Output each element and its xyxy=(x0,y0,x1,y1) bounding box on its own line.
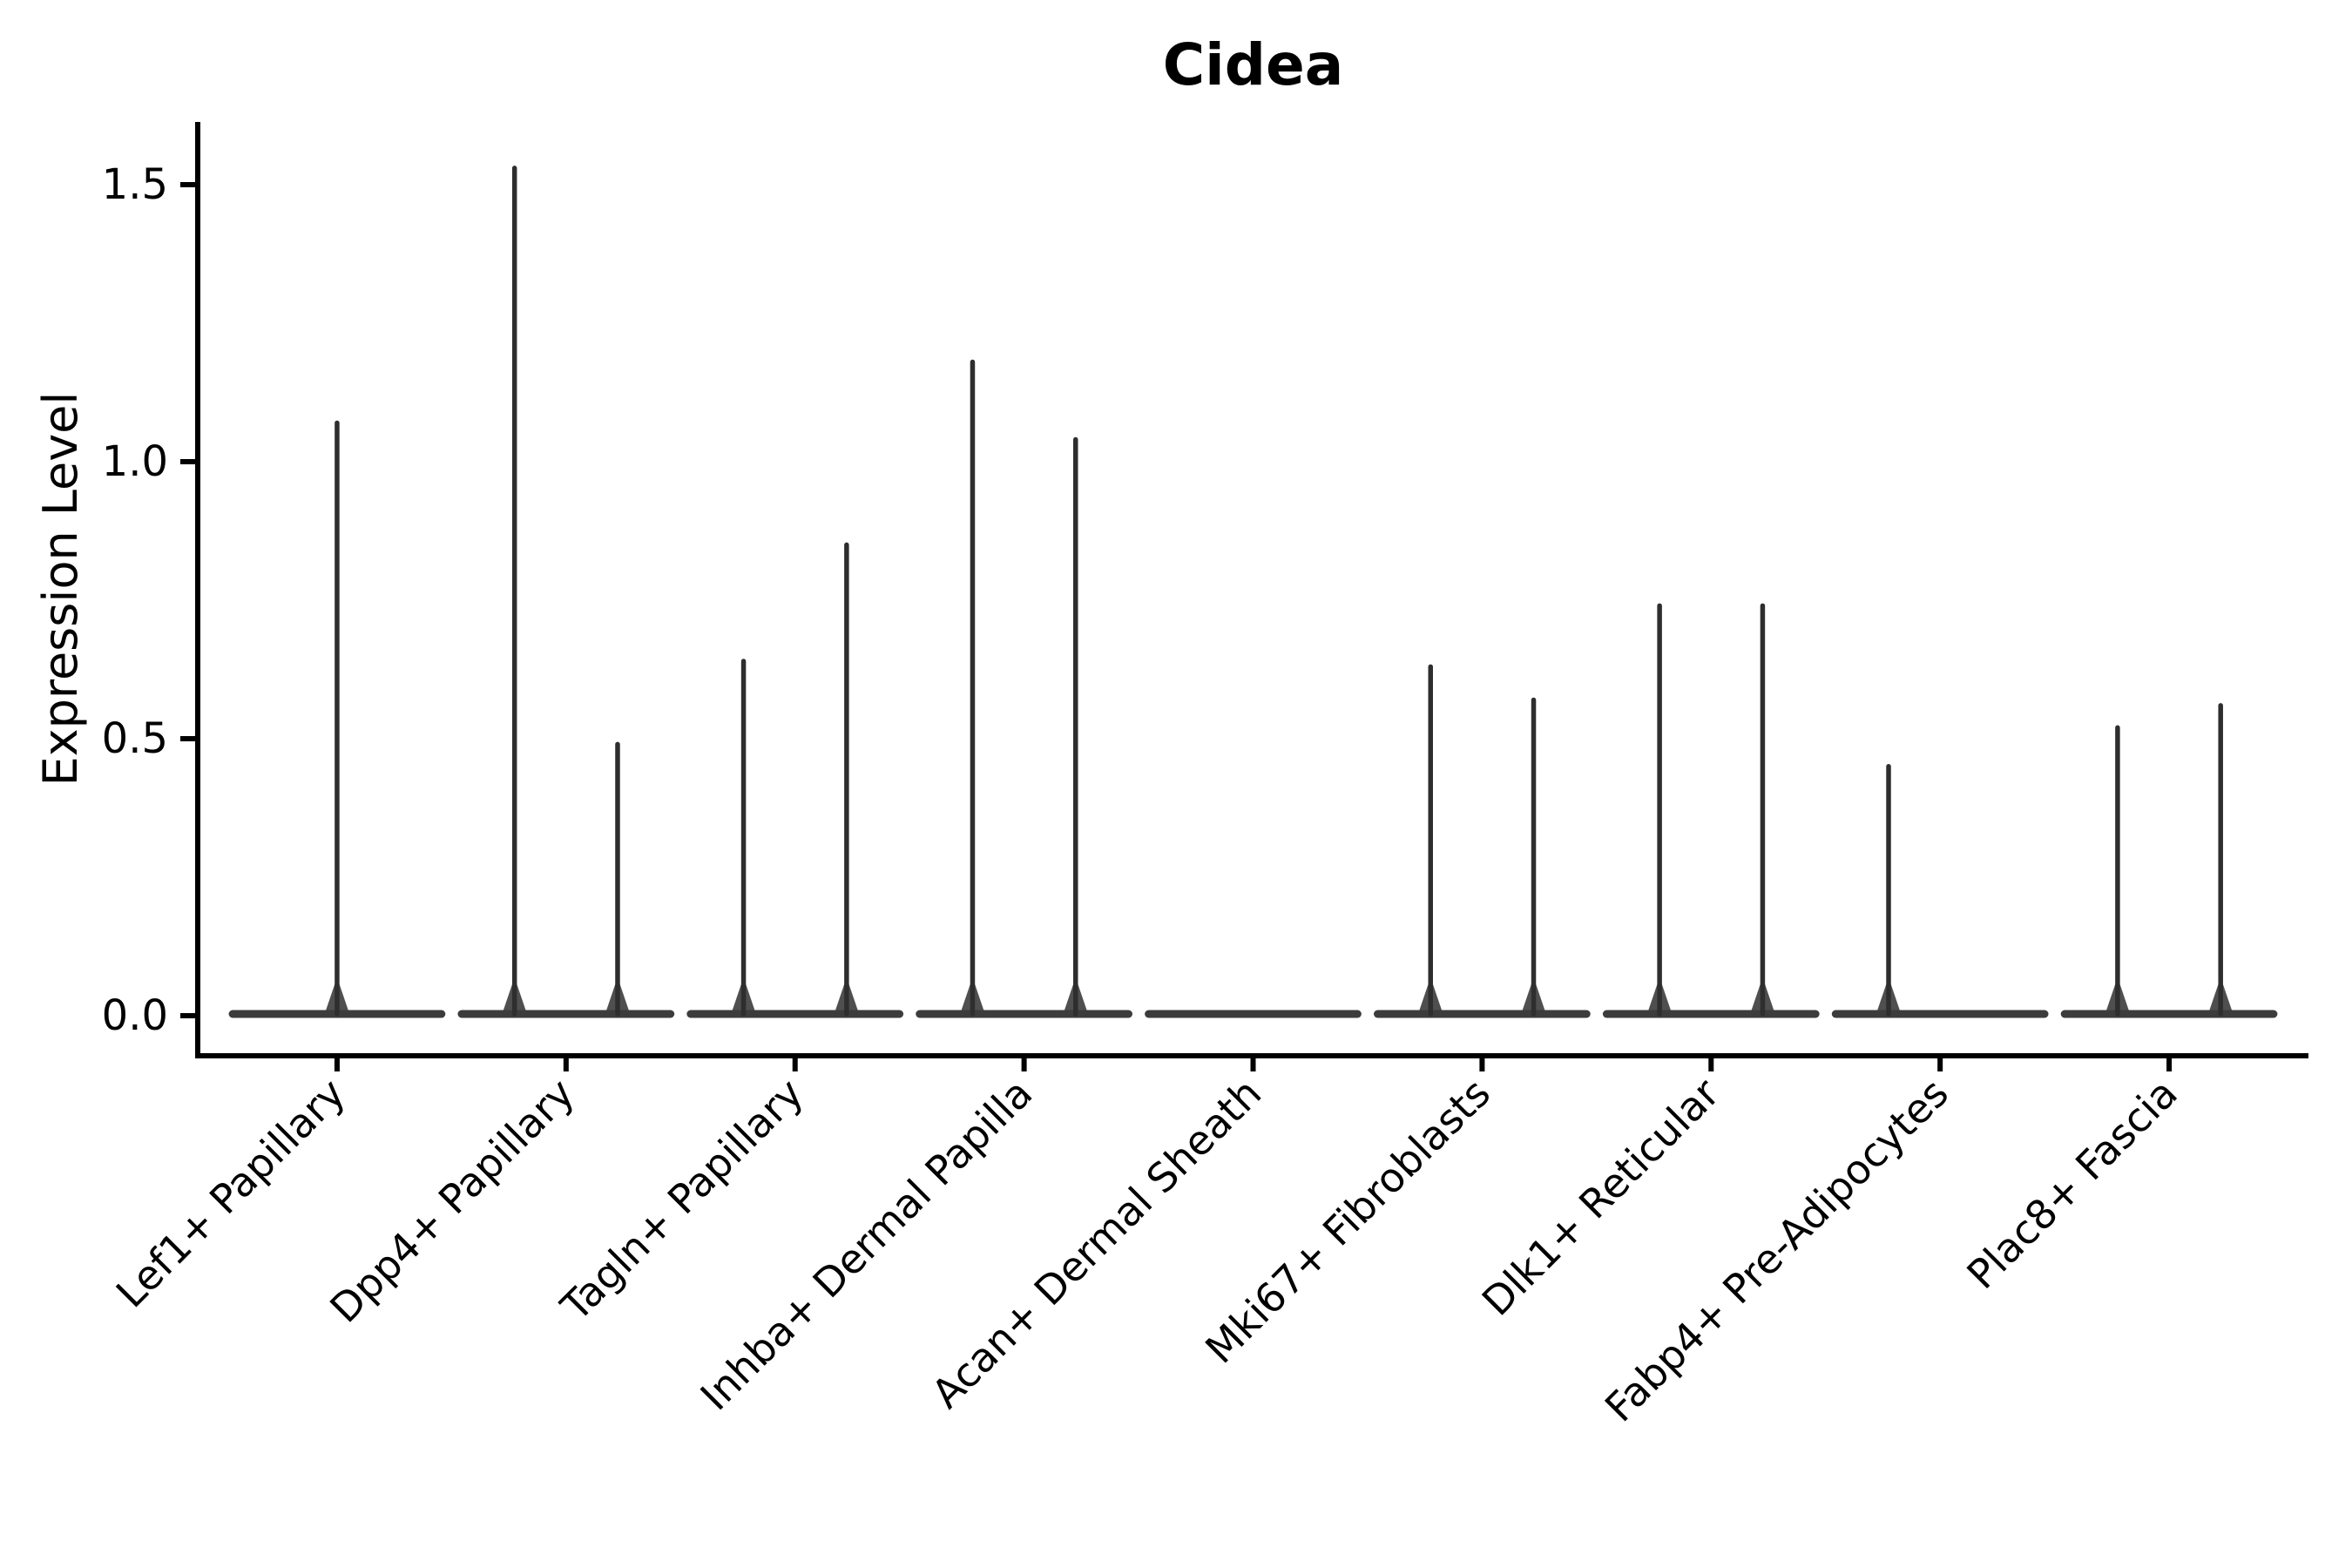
y-tick-label: 1.0 xyxy=(102,437,168,486)
violin-group xyxy=(228,420,446,1018)
violin-group xyxy=(916,359,1132,1018)
y-axis-label: Expression Level xyxy=(33,392,88,787)
violin-group xyxy=(1602,603,1820,1018)
plot-title: Cidea xyxy=(1163,31,1344,98)
violin-group xyxy=(2060,703,2278,1018)
violin-group xyxy=(1831,764,2049,1018)
y-tick-label: 1.5 xyxy=(102,160,168,209)
y-tick-label: 0.0 xyxy=(102,991,168,1040)
violin-group xyxy=(1374,664,1591,1018)
y-tick-label: 0.5 xyxy=(102,714,168,763)
violin-group xyxy=(457,166,675,1018)
violin-group xyxy=(686,542,904,1018)
